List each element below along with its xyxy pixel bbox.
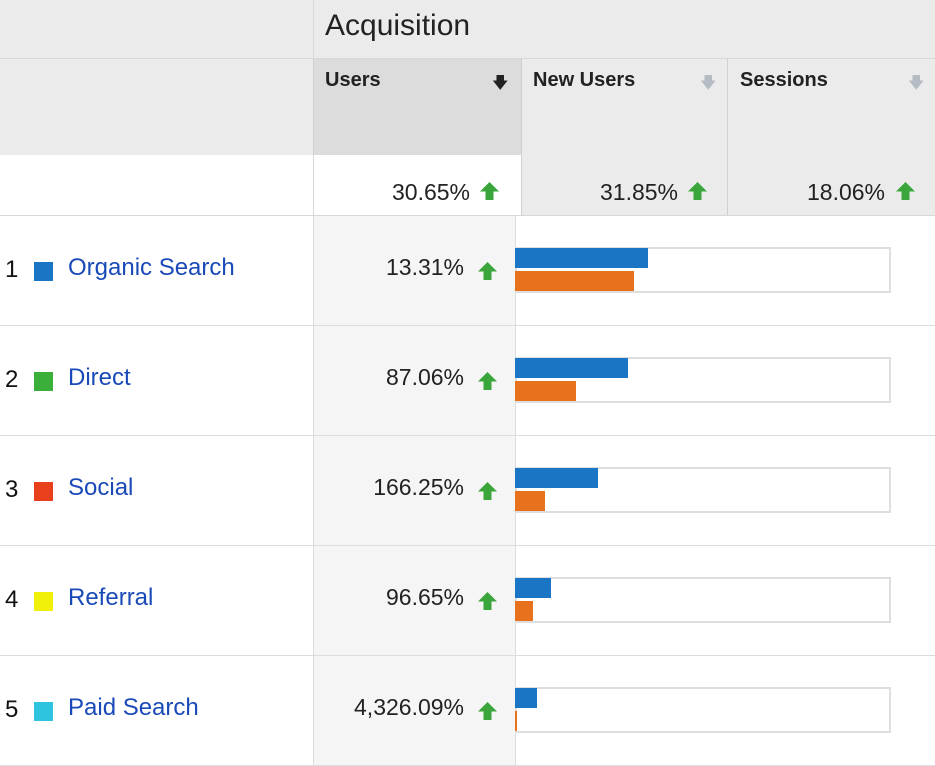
total-new-users-change: 31.85% xyxy=(599,179,678,205)
header-left-blank xyxy=(0,0,313,155)
green-up-arrow-icon xyxy=(687,181,708,201)
comparison-bar-frame xyxy=(515,467,891,513)
green-up-arrow-icon xyxy=(479,181,500,201)
previous-period-bar xyxy=(515,271,635,291)
acquisition-group-header xyxy=(313,0,935,59)
current-period-bar xyxy=(515,468,598,488)
users-change-value: 166.25% xyxy=(373,474,464,500)
column-header-users[interactable]: Users 🡇 xyxy=(313,59,521,155)
column-header-sessions[interactable]: Sessions 🡇 xyxy=(727,59,935,155)
row-rank: 1 xyxy=(5,256,19,283)
sort-down-arrow-icon[interactable]: 🡇 xyxy=(908,75,925,92)
column-label-sessions: Sessions xyxy=(740,69,828,91)
green-up-arrow-icon xyxy=(477,371,498,391)
users-change-value: 13.31% xyxy=(385,254,464,280)
sort-down-arrow-icon[interactable]: 🡇 xyxy=(700,75,717,92)
channel-link[interactable]: Direct xyxy=(68,364,131,391)
channel-link[interactable]: Paid Search xyxy=(68,694,199,721)
header-divider xyxy=(0,58,313,59)
users-change-value: 4,326.09% xyxy=(354,694,464,720)
acquisition-title: Acquisition xyxy=(325,9,471,42)
row-rank: 3 xyxy=(5,476,19,503)
table-row: 1 Organic Search 13.31% xyxy=(0,216,935,326)
previous-period-bar xyxy=(515,491,546,511)
totals-cell-new-users xyxy=(521,155,727,215)
green-up-arrow-icon xyxy=(477,591,498,611)
current-period-bar xyxy=(515,688,538,708)
previous-period-bar xyxy=(515,601,534,621)
users-change-value: 87.06% xyxy=(385,364,464,390)
column-label-users: Users xyxy=(325,69,381,91)
green-up-arrow-icon xyxy=(895,181,916,201)
total-sessions-change: 18.06% xyxy=(806,179,885,205)
channel-color-swatch xyxy=(34,262,53,281)
table-row: 3 Social 166.25% xyxy=(0,436,935,546)
current-period-bar xyxy=(515,578,552,598)
current-period-bar xyxy=(515,248,648,268)
row-rank: 4 xyxy=(5,586,19,613)
comparison-bar-frame xyxy=(515,687,891,733)
totals-row xyxy=(0,155,935,216)
green-up-arrow-icon xyxy=(477,261,498,281)
column-label-new-users: New Users xyxy=(533,69,636,91)
sort-down-arrow-icon[interactable]: 🡇 xyxy=(492,75,509,92)
green-up-arrow-icon xyxy=(477,481,498,501)
green-up-arrow-icon xyxy=(477,701,498,721)
users-change-value: 96.65% xyxy=(385,584,464,610)
previous-period-bar xyxy=(515,711,517,731)
table-row: 2 Direct 87.06% xyxy=(0,326,935,436)
totals-cell-sessions xyxy=(727,155,935,215)
row-rank: 5 xyxy=(5,696,19,723)
channel-link[interactable]: Organic Search xyxy=(68,254,235,281)
previous-period-bar xyxy=(515,381,576,401)
total-users-change: 30.65% xyxy=(391,179,470,205)
channel-color-swatch xyxy=(34,592,53,611)
totals-cell-users xyxy=(313,155,521,215)
comparison-bar-frame xyxy=(515,577,891,623)
row-rank: 2 xyxy=(5,366,19,393)
channel-link[interactable]: Social xyxy=(68,474,134,501)
channel-color-swatch xyxy=(34,702,53,721)
channel-link[interactable]: Referral xyxy=(68,584,154,611)
current-period-bar xyxy=(515,358,628,378)
channel-color-swatch xyxy=(34,482,53,501)
channel-color-swatch xyxy=(34,372,53,391)
table-row: 5 Paid Search 4,326.09% xyxy=(0,656,935,766)
column-header-new-users[interactable]: New Users 🡇 xyxy=(521,59,727,155)
table-row: 4 Referral 96.65% xyxy=(0,546,935,656)
